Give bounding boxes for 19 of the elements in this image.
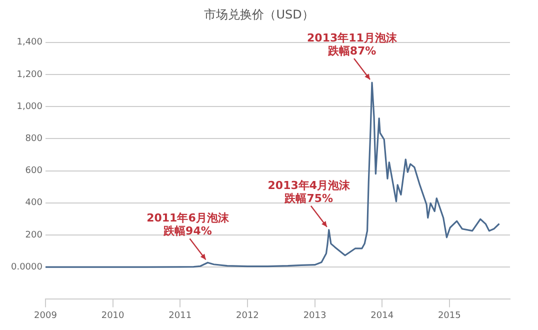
annotation: 2011年6月泡沫跌幅94%: [146, 212, 230, 238]
x-tick-label: 2014: [370, 310, 394, 321]
y-tick-label: 600: [25, 166, 43, 176]
y-tick-label: 1,200: [16, 70, 43, 80]
x-tick-label: 2013: [303, 310, 326, 321]
y-tick-label: 1,000: [16, 102, 43, 112]
x-tick-label: 2015: [438, 310, 461, 321]
x-tick-label: 2012: [236, 310, 259, 321]
y-tick-label: 0.0000: [10, 262, 43, 272]
y-tick-label: 200: [25, 230, 43, 240]
x-tick-label: 2009: [34, 310, 58, 321]
x-tick-label: 2011: [168, 310, 192, 321]
annotation: 2013年4月泡沫跌幅75%: [268, 178, 352, 205]
x-tick-label: 2010: [101, 310, 125, 321]
chart-title: 市场兑换价（USD）: [204, 7, 314, 22]
y-tick-label: 1,400: [16, 38, 43, 48]
y-tick-label: 400: [25, 198, 43, 208]
y-tick-label: 800: [25, 134, 43, 144]
annotation: 2013年11月泡沫跌幅87%: [307, 32, 398, 58]
